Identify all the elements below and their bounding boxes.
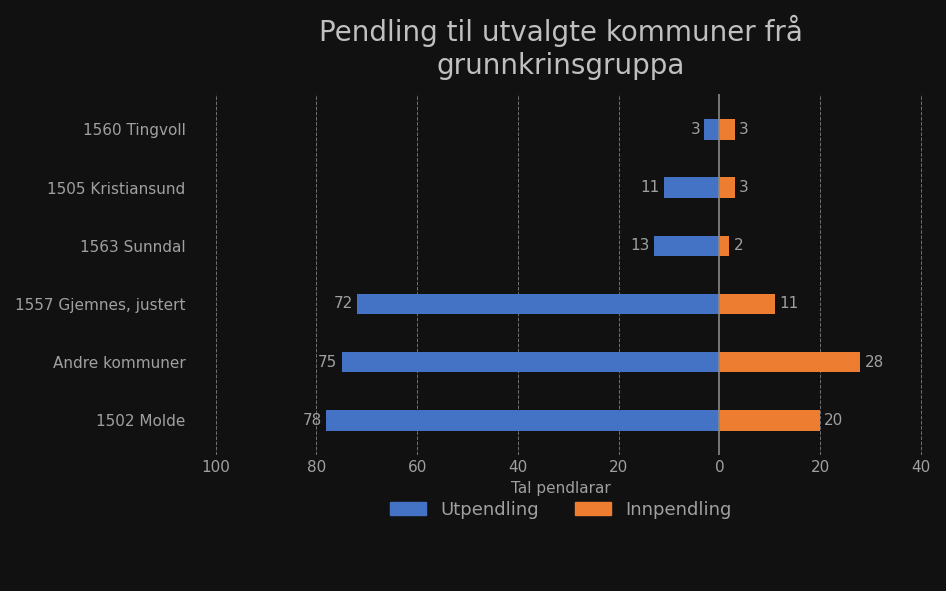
Text: 11: 11 xyxy=(640,180,660,195)
Bar xyxy=(719,352,861,372)
X-axis label: Tal pendlarar: Tal pendlarar xyxy=(511,481,610,496)
Title: Pendling til utvalgte kommuner frå
grunnkrinsgruppa: Pendling til utvalgte kommuner frå grunn… xyxy=(319,15,802,80)
Bar xyxy=(719,236,729,256)
Bar xyxy=(719,294,775,314)
Bar xyxy=(664,177,719,198)
Text: 3: 3 xyxy=(691,122,700,137)
Text: 11: 11 xyxy=(779,297,798,311)
Bar xyxy=(719,410,820,431)
Text: 2: 2 xyxy=(733,238,744,254)
Bar xyxy=(719,177,734,198)
Bar xyxy=(342,352,719,372)
Legend: Utpendling, Innpendling: Utpendling, Innpendling xyxy=(382,493,739,526)
Bar xyxy=(719,119,734,139)
Text: 72: 72 xyxy=(333,297,353,311)
Text: 13: 13 xyxy=(630,238,650,254)
Bar xyxy=(326,410,719,431)
Text: 28: 28 xyxy=(865,355,884,370)
Text: 3: 3 xyxy=(739,180,748,195)
Bar xyxy=(357,294,719,314)
Text: 20: 20 xyxy=(824,413,844,428)
Text: 75: 75 xyxy=(318,355,338,370)
Bar xyxy=(654,236,719,256)
Text: 78: 78 xyxy=(303,413,323,428)
Text: 3: 3 xyxy=(739,122,748,137)
Bar xyxy=(704,119,719,139)
